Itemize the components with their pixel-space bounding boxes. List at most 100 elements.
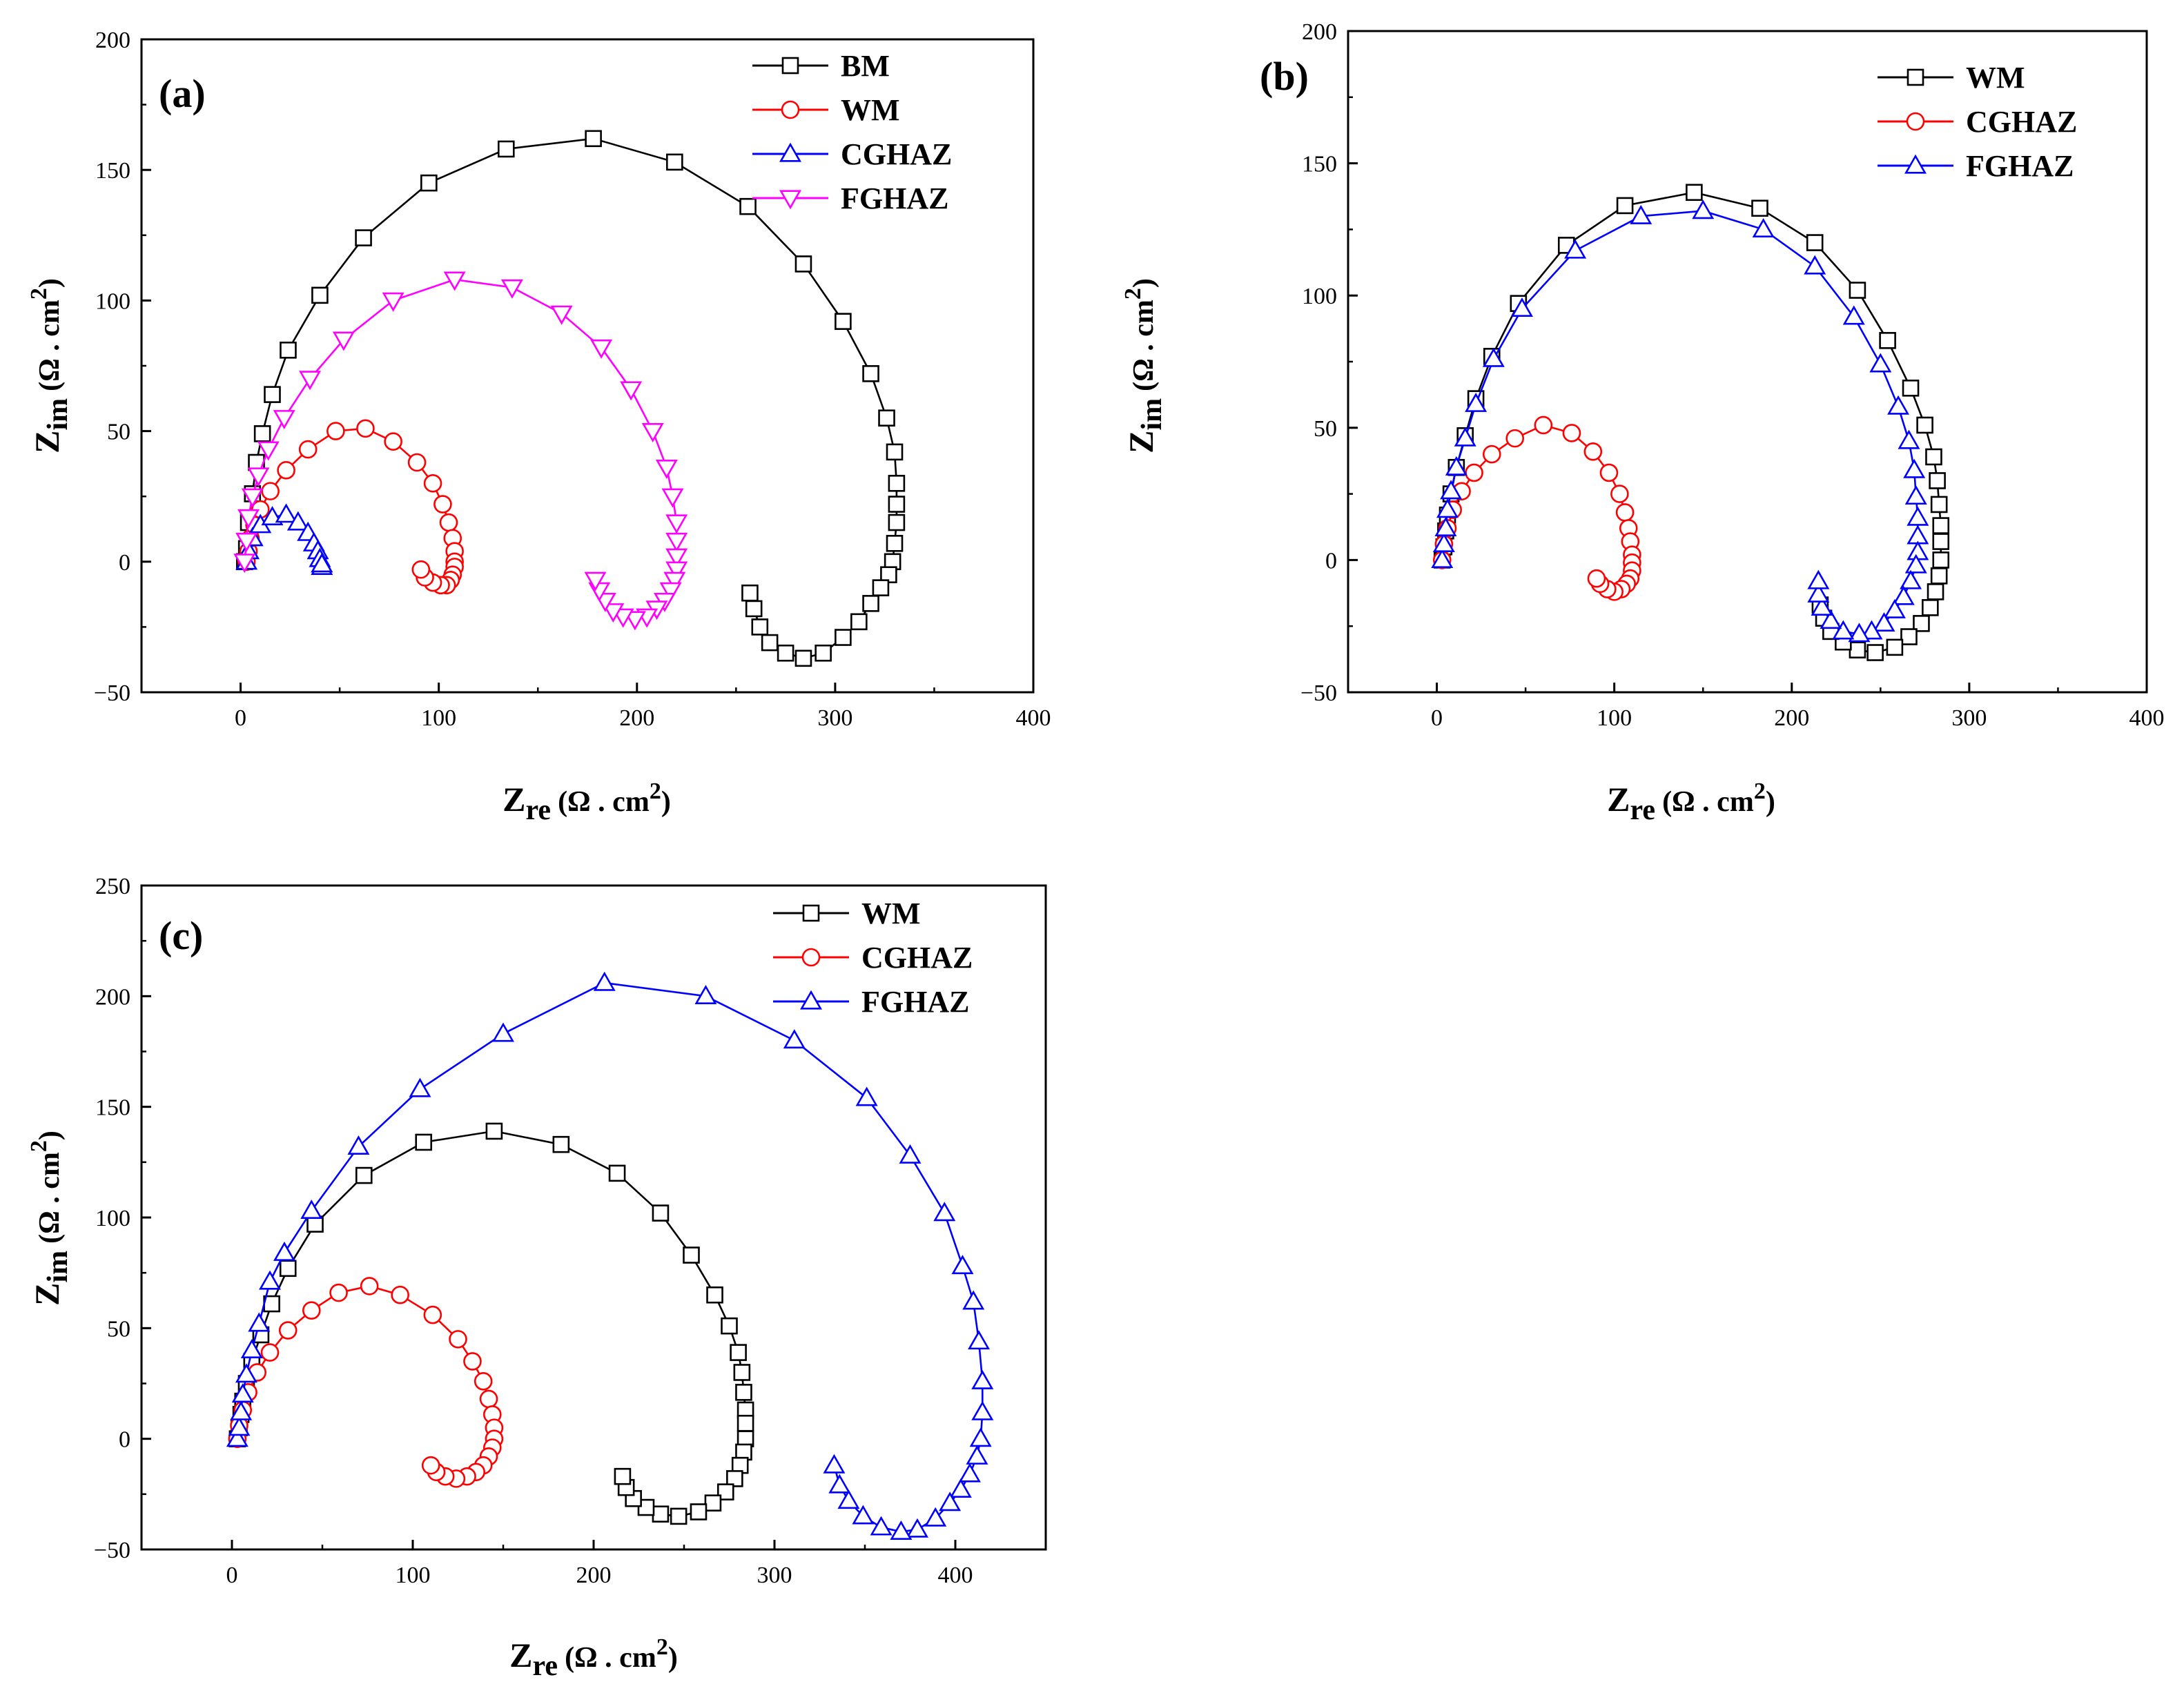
legend-marker [800,990,822,1010]
data-point [384,432,402,451]
data-point [652,1204,670,1222]
legend-label: BM [841,49,890,83]
y-label-unit: (Ω . cm [34,300,66,391]
data-point [739,197,757,215]
y-label-sup: 2 [1120,288,1146,300]
data-point [683,1246,700,1264]
legend-marker [781,100,800,119]
data-point [666,153,683,171]
x-tick-label: 200 [1774,705,1809,731]
x-label-main: Z [509,1636,532,1674]
data-point [1930,567,1948,585]
data-point [939,1491,962,1512]
data-point [855,1086,878,1106]
data-point [870,1516,893,1536]
data-point [273,410,295,430]
data-point [862,365,879,382]
data-point [360,1277,379,1295]
series-line-cghaz [236,1285,496,1480]
data-point [443,271,466,291]
data-point [1932,551,1950,569]
data-point [663,571,686,591]
data-point [584,571,607,591]
x-axis-label: Zre (Ω . cm2) [503,779,671,826]
legend-marker [1906,112,1925,131]
data-point [694,984,717,1004]
data-point [1883,598,1906,618]
y-label-unit: (Ω . cm [1128,300,1160,391]
data-point [665,532,688,552]
data-point [1630,204,1652,224]
data-point [1465,392,1488,412]
data-point [550,305,573,325]
data-point [356,419,375,438]
data-point [721,1317,738,1335]
data-point [1583,442,1603,461]
y-tick-label: 50 [107,420,130,445]
series-cghaz [228,1277,504,1488]
data-point [971,1400,994,1420]
data-point [741,584,759,602]
data-point [241,488,264,508]
data-point [665,548,688,568]
data-point [1436,498,1459,518]
data-point [777,644,794,662]
y-label-sub: im [42,398,74,431]
data-point [733,1364,751,1381]
data-point [815,644,832,662]
data-point [899,1144,922,1164]
data-point [1807,569,1830,589]
data-point [593,971,616,991]
data-point [260,1343,280,1362]
data-point [1804,255,1826,275]
x-label-close: ) [1766,786,1775,818]
data-point [421,1456,440,1475]
data-point [614,1467,632,1485]
y-axis-label: Zim (Ω . cm2) [26,278,74,453]
data-point [264,386,281,403]
data-point [704,1494,722,1512]
legend: WM CGHAZ FGHAZ [1878,61,2077,183]
data-point [1902,380,1920,397]
x-label-sub: re [1630,794,1656,826]
data-point [280,341,297,359]
data-point [275,503,298,523]
legend-label: FGHAZ [1966,149,2074,183]
x-tick-label: 100 [421,705,456,731]
data-point [590,339,613,359]
x-tick-label: 400 [2129,705,2165,731]
data-point [1879,332,1896,349]
data-point [300,1200,323,1219]
x-label-unit: (Ω . cm [1662,786,1754,818]
legend-label: CGHAZ [1966,105,2077,139]
data-point [951,1255,974,1275]
data-point [1440,480,1463,500]
panel-label: (a) [159,71,206,116]
data-point [966,1445,988,1465]
data-point [726,1470,743,1487]
series-line-wm [1441,191,1942,654]
y-tick-label: 100 [95,288,130,314]
data-point [355,1166,373,1184]
data-point [602,603,625,623]
y-label-main: Z [1122,431,1160,453]
y-tick-label: 100 [95,1206,130,1231]
x-label-close: ) [661,786,671,818]
series-wm [1433,184,1950,661]
x-label-unit: (Ω . cm [558,786,650,818]
data-point [235,532,258,552]
data-point [1832,620,1855,640]
data-point [1887,395,1910,415]
y-axis-label: Zim (Ω . cm2) [1120,278,1168,453]
data-point [1505,429,1524,448]
legend-label: WM [841,93,900,127]
data-point [730,1344,747,1361]
data-point [311,553,333,573]
data-point [420,174,438,192]
data-point [253,425,271,442]
data-point [1860,620,1883,640]
data-point [497,140,515,158]
data-point [1454,427,1476,447]
chart-panel-2: 0 100 200 300 400 −50 0 50 100 150 200 (b) WM CGHAZ FG… [1120,19,2165,826]
data-point [228,1416,251,1436]
